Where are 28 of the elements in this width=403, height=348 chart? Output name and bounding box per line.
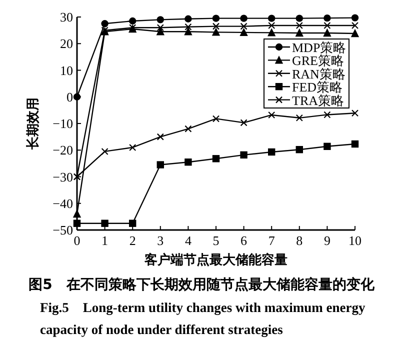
caption: 图5 在不同策略下长期效用随节点最大储能容量的变化 <box>28 276 376 294</box>
y-tick-label: −40 <box>52 196 73 211</box>
x-tick-label: 6 <box>240 233 248 248</box>
y-axis-title: 长期效用 <box>26 98 41 150</box>
x-tick-label: 3 <box>157 233 164 248</box>
legend-label: GRE策略 <box>292 53 344 68</box>
x-tick-label: 1 <box>102 233 108 248</box>
y-tick-label: 10 <box>60 62 73 78</box>
x-tick-label: 10 <box>348 233 362 248</box>
legend-label: MDP策略 <box>292 40 346 55</box>
legend-label: TRA策略 <box>292 92 344 108</box>
y-tick-label: −50 <box>52 222 73 238</box>
x-tick-label: 8 <box>296 233 303 248</box>
y-tick-label: 30 <box>60 10 73 24</box>
x-tick-label: 4 <box>184 233 192 248</box>
y-tick-label: 20 <box>60 36 73 52</box>
x-tick-label: 9 <box>324 233 330 248</box>
x-tick-label: 5 <box>212 233 220 248</box>
y-tick-label: −10 <box>52 116 73 131</box>
y-tick-label: −30 <box>52 169 73 184</box>
x-tick-label: 2 <box>129 233 136 248</box>
x-tick-label: 7 <box>268 233 276 248</box>
y-tick-label: −20 <box>52 142 73 158</box>
legend-label: FED策略 <box>292 80 343 95</box>
y-tick-label: 0 <box>66 89 73 104</box>
x-axis-title: 客户端节点最大储能容量 <box>144 252 288 268</box>
caption: Fig.5 Long-term utility changes with maximum energy capacity of node under different strategies <box>40 299 366 339</box>
legend-label: RAN策略 <box>292 66 346 82</box>
